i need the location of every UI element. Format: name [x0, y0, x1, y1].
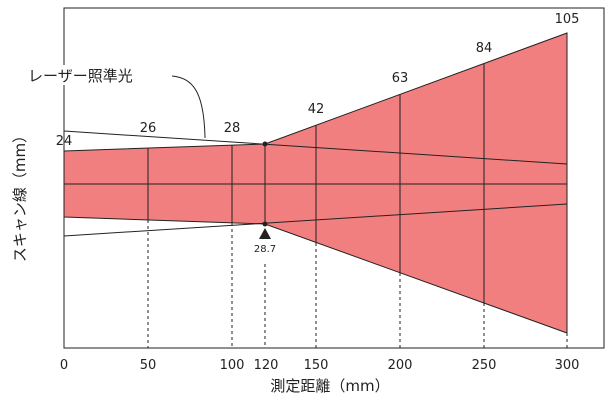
dashed-drop-lines — [147, 220, 568, 348]
x-tick-0: 0 — [60, 358, 68, 373]
width-label-100: 28 — [224, 121, 241, 136]
focus-dot-upper — [262, 141, 268, 147]
x-axis-ticks: 0 50 100 120 150 200 250 300 — [60, 358, 580, 373]
laser-callout: レーザー照準光 — [22, 65, 206, 139]
width-label-200: 63 — [392, 71, 409, 86]
width-label-50: 26 — [140, 121, 157, 136]
laser-beam-upper — [63, 130, 568, 165]
inner-grid-lines — [64, 64, 567, 303]
y-axis-title: スキャン線（mm） — [11, 128, 29, 262]
callout-leader — [171, 75, 206, 139]
minimum-label: 28.7 — [254, 244, 276, 255]
x-tick-100: 100 — [220, 358, 245, 373]
width-label-300: 105 — [555, 12, 580, 27]
x-tick-300: 300 — [555, 358, 580, 373]
x-tick-50: 50 — [140, 358, 157, 373]
callout-label: レーザー照準光 — [28, 67, 133, 85]
focus-dot-lower — [262, 221, 268, 227]
minimum-marker-triangle — [259, 228, 271, 239]
laser-beam-lower — [63, 203, 568, 237]
callout-background — [22, 65, 172, 85]
laser-aiming-beams — [63, 130, 568, 237]
x-axis-title: 測定距離（mm） — [270, 377, 389, 395]
width-label-150: 42 — [308, 102, 325, 117]
width-label-0: 24 — [56, 134, 73, 149]
width-label-250: 84 — [476, 41, 493, 56]
x-tick-120: 120 — [254, 358, 279, 373]
x-tick-250: 250 — [472, 358, 497, 373]
x-tick-150: 150 — [304, 358, 329, 373]
x-tick-200: 200 — [388, 358, 413, 373]
